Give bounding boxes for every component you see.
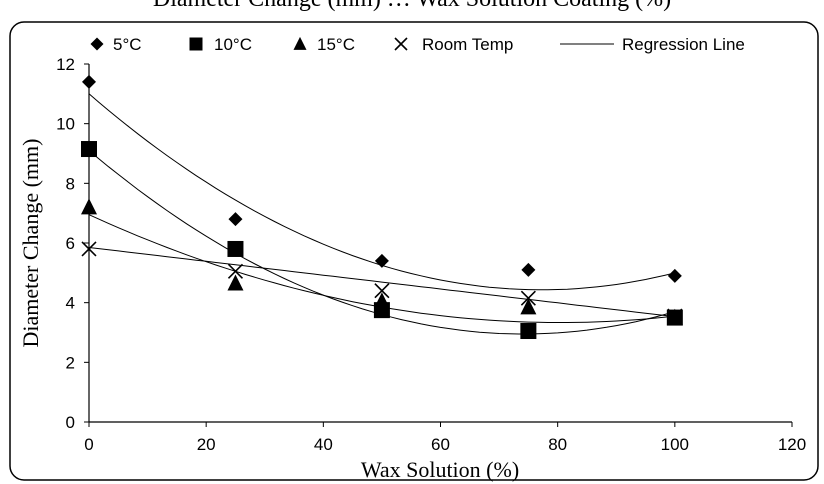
y-tick-label: 0 — [66, 413, 75, 432]
x-tick-label: 40 — [314, 435, 333, 454]
x-axis-label: Wax Solution (%) — [361, 457, 519, 482]
x-tick-label: 120 — [778, 435, 806, 454]
x-stroke — [394, 37, 408, 51]
legend-marker-3 — [394, 37, 408, 51]
x-tick-label: 20 — [197, 435, 216, 454]
x-stroke — [520, 290, 536, 306]
data-point-series-1 — [227, 240, 244, 257]
y-tick-label: 2 — [66, 353, 75, 372]
x-stroke — [374, 283, 390, 299]
x-tick-label: 0 — [84, 435, 93, 454]
x-tick-label: 60 — [431, 435, 450, 454]
data-markers — [81, 74, 683, 340]
data-point-series-0 — [82, 74, 96, 89]
data-point-series-2 — [81, 198, 97, 215]
regression-line-series-3 — [88, 247, 675, 318]
legend-label-2: 15°C — [317, 35, 355, 54]
legend: 5°C 10°C 15°C Room Temp Regression Line — [90, 35, 745, 54]
data-point-series-3 — [227, 263, 244, 279]
y-tick-label: 10 — [56, 115, 75, 134]
legend-label-3: Room Temp — [422, 35, 513, 54]
legend-label-0: 5°C — [113, 35, 142, 54]
data-point-series-1 — [520, 323, 537, 340]
x-tick-label: 80 — [548, 435, 567, 454]
data-point-series-3 — [374, 283, 390, 299]
y-tick-label: 8 — [66, 174, 75, 193]
data-point-series-0 — [667, 268, 682, 283]
data-point-series-2 — [520, 298, 537, 315]
x-tick-label: 100 — [661, 435, 689, 454]
y-axis-label: Diameter Change (mm) — [18, 139, 43, 348]
legend-label-1: 10°C — [214, 35, 252, 54]
y-tick-label: 12 — [56, 55, 75, 74]
data-point-series-0 — [228, 212, 243, 227]
y-tick-label: 4 — [66, 294, 75, 313]
chart-frame — [9, 21, 819, 481]
y-tick-label: 6 — [66, 234, 75, 253]
x-stroke — [81, 241, 97, 257]
data-point-series-2 — [373, 292, 390, 309]
data-point-series-0 — [374, 253, 389, 268]
x-stroke — [667, 308, 683, 324]
legend-marker-2 — [293, 36, 307, 50]
legend-marker-0 — [90, 37, 104, 51]
chart-title: Diameter Change (mm) … Wax Solution Coat… — [153, 0, 671, 12]
legend-label-regression: Regression Line — [622, 35, 745, 54]
data-point-series-0 — [521, 262, 536, 277]
data-point-series-1 — [81, 141, 97, 158]
data-point-series-3 — [667, 308, 683, 324]
data-point-series-3 — [81, 241, 97, 257]
legend-marker-1 — [189, 37, 203, 51]
data-point-series-2 — [227, 274, 244, 291]
x-stroke — [227, 263, 244, 279]
data-point-series-3 — [520, 290, 536, 306]
